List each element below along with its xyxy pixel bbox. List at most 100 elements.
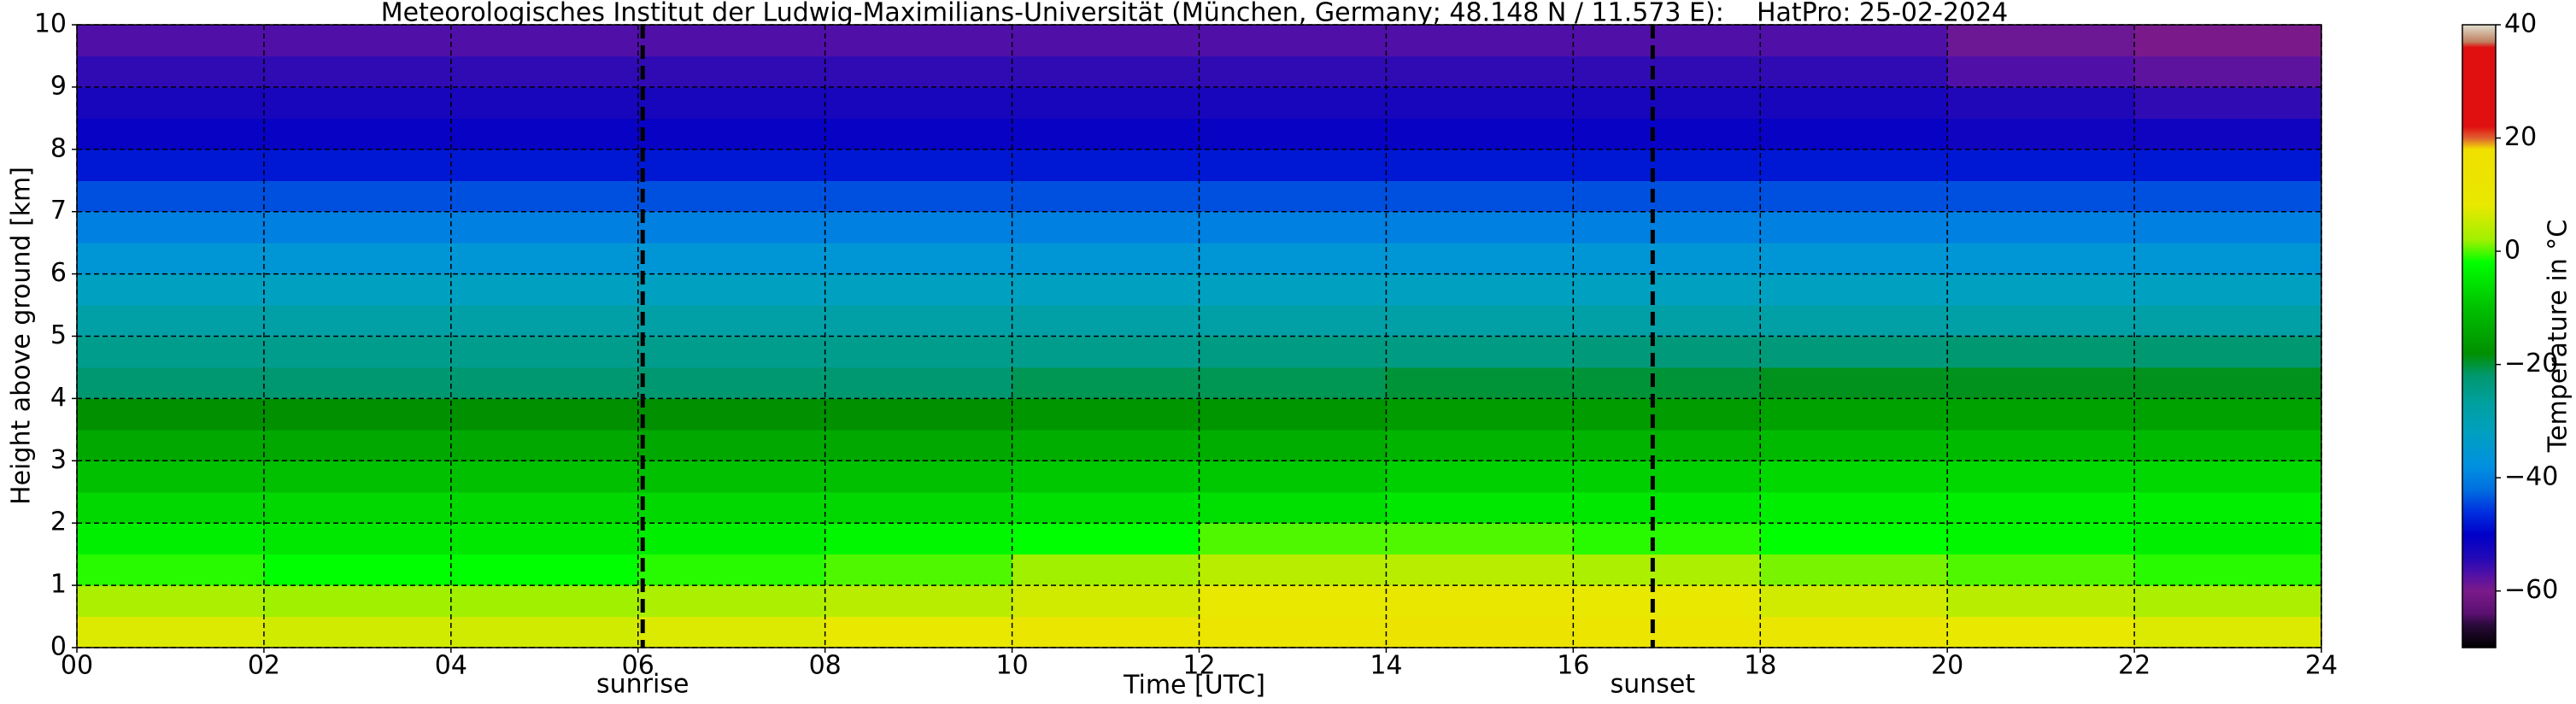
heatmap-cell	[1199, 336, 1387, 368]
x-tick-label: 00	[61, 651, 93, 681]
heatmap-cell	[1199, 180, 1387, 213]
heatmap-cell	[1573, 25, 1761, 56]
heatmap-cell	[637, 616, 826, 648]
heatmap-cell	[77, 180, 265, 213]
heatmap-cell	[1386, 180, 1574, 213]
heatmap-cell	[637, 523, 826, 555]
heatmap-cell	[1012, 523, 1200, 555]
heatmap-cell	[1947, 273, 2135, 306]
x-axis-label: Time [UTC]	[1123, 671, 1265, 701]
heatmap-cell	[1760, 398, 1948, 431]
plot-frame	[76, 24, 2322, 648]
heatmap-cell	[263, 461, 452, 493]
heatmap-cell	[824, 118, 1013, 150]
heatmap-cell	[637, 149, 826, 181]
heatmap-cell	[637, 305, 826, 337]
heatmap-cell	[637, 367, 826, 399]
y-tick-label: 3	[50, 445, 67, 475]
heatmap-cell	[263, 305, 452, 337]
colorbar-label: Temperature in °C	[2544, 220, 2573, 453]
heatmap-cell	[2134, 491, 2322, 524]
heatmap-cell	[1199, 25, 1387, 56]
heatmap	[77, 25, 2322, 648]
annotation-label: sunrise	[596, 670, 689, 700]
heatmap-cell	[450, 523, 639, 555]
heatmap-cell	[77, 585, 265, 618]
heatmap-cell	[824, 585, 1013, 618]
heatmap-cell	[1760, 180, 1948, 213]
heatmap-cell	[824, 336, 1013, 368]
heatmap-cell	[77, 25, 265, 56]
x-tick-label: 08	[809, 651, 842, 681]
heatmap-cell	[824, 461, 1013, 493]
heatmap-cell	[1573, 523, 1761, 555]
y-tick-label: 7	[50, 196, 67, 226]
y-tick-label: 6	[50, 258, 67, 288]
heatmap-cell	[824, 243, 1013, 275]
heatmap-cell	[637, 554, 826, 586]
heatmap-cell	[450, 461, 639, 493]
heatmap-cell	[824, 523, 1013, 555]
heatmap-cell	[824, 273, 1013, 306]
heatmap-cell	[1760, 367, 1948, 399]
heatmap-cell	[77, 211, 265, 243]
heatmap-cell	[1386, 523, 1574, 555]
heatmap-cell	[2134, 367, 2322, 399]
colorbar-tick-label: −20	[2504, 349, 2558, 378]
overlay: 00 02 04 06 08 10 12 14 16 18 20 22 24012345678910su…	[34, 9, 2338, 700]
heatmap-cell	[450, 86, 639, 119]
heatmap-cell	[263, 86, 452, 119]
heatmap-cell	[1199, 243, 1387, 275]
heatmap-cell	[263, 585, 452, 618]
heatmap-cell	[1947, 25, 2135, 56]
heatmap-cell	[2134, 305, 2322, 337]
heatmap-cell	[2134, 86, 2322, 119]
heatmap-cell	[1947, 491, 2135, 524]
heatmap-cell	[637, 429, 826, 461]
heatmap-cell	[1760, 149, 1948, 181]
heatmap-cell	[1573, 149, 1761, 181]
x-tick-label: 12	[1182, 651, 1215, 681]
heatmap-cell	[824, 149, 1013, 181]
heatmap-cell	[637, 491, 826, 524]
heatmap-cell	[450, 554, 639, 586]
heatmap-cell	[263, 367, 452, 399]
heatmap-cell	[1199, 554, 1387, 586]
heatmap-cell	[1012, 398, 1200, 431]
heatmap-cell	[1386, 211, 1574, 243]
heatmap-cell	[450, 429, 639, 461]
heatmap-cell	[1012, 491, 1200, 524]
heatmap-cell	[1199, 367, 1387, 399]
heatmap-cell	[2134, 180, 2322, 213]
heatmap-cell	[77, 491, 265, 524]
heatmap-cell	[1573, 585, 1761, 618]
heatmap-cell	[77, 398, 265, 431]
heatmap-cell	[824, 305, 1013, 337]
heatmap-cell	[1199, 491, 1387, 524]
heatmap-cell	[1947, 305, 2135, 337]
heatmap-cell	[1386, 367, 1574, 399]
heatmap-cell	[1947, 180, 2135, 213]
heatmap-cell	[637, 398, 826, 431]
heatmap-cell	[1760, 56, 1948, 88]
x-tick-label: 18	[1744, 651, 1776, 681]
heatmap-cell	[77, 367, 265, 399]
colorbar-tick-label: 20	[2504, 122, 2537, 152]
heatmap-cell	[1199, 305, 1387, 337]
heatmap-cell	[1199, 461, 1387, 493]
heatmap-cell	[824, 616, 1013, 648]
heatmap-cell	[1947, 243, 2135, 275]
heatmap-cell	[824, 398, 1013, 431]
heatmap-cell	[1012, 585, 1200, 618]
heatmap-cell	[824, 25, 1013, 56]
y-tick-label: 10	[34, 9, 67, 39]
heatmap-cell	[1947, 149, 2135, 181]
heatmap-cell	[1386, 25, 1574, 56]
heatmap-cell	[637, 118, 826, 150]
heatmap-cell	[77, 149, 265, 181]
heatmap-cell	[1199, 616, 1387, 648]
heatmap-cell	[1760, 243, 1948, 275]
heatmap-cell	[263, 118, 452, 150]
heatmap-cell	[1760, 273, 1948, 306]
heatmap-cell	[1012, 25, 1200, 56]
